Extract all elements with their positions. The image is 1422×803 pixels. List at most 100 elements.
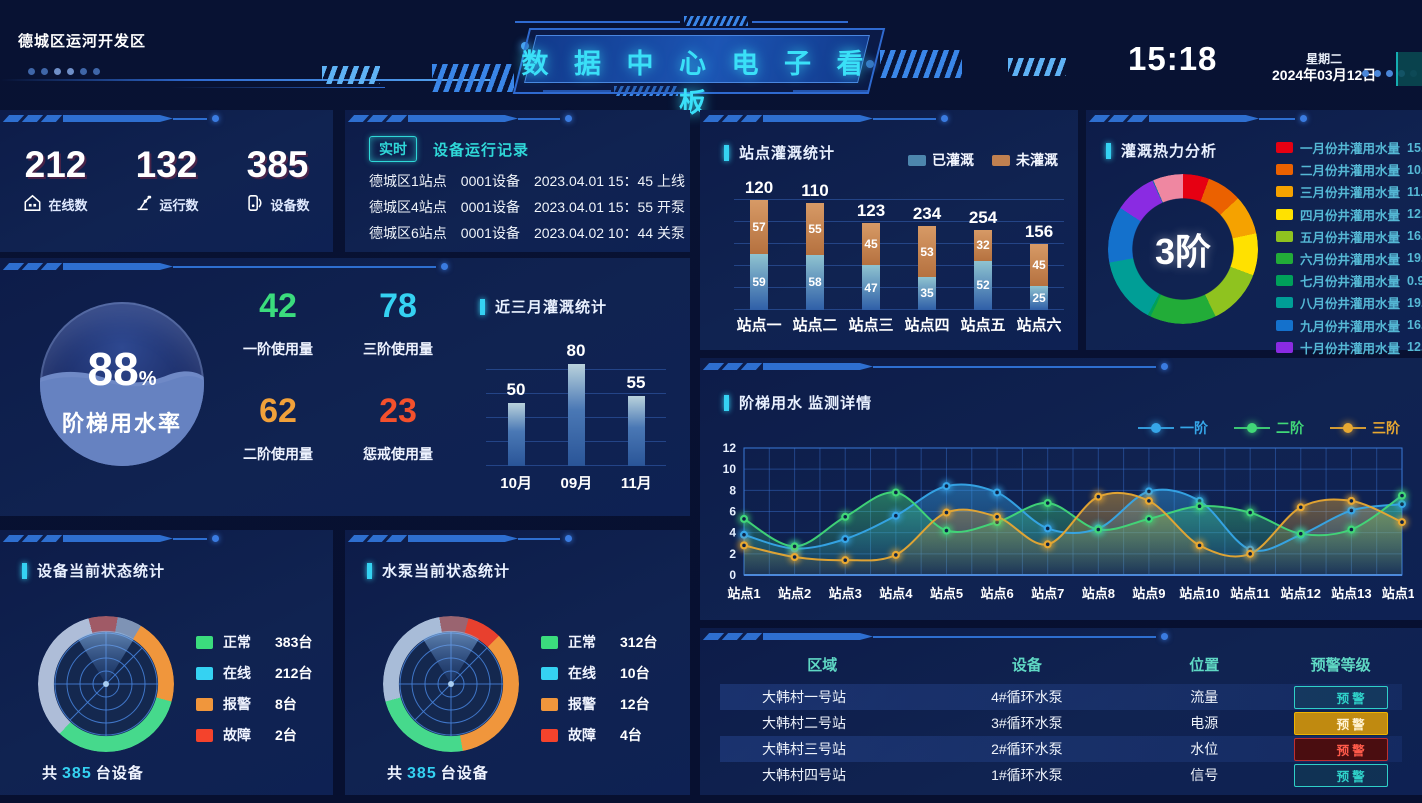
line-legend-item[interactable]: 三阶 <box>1330 418 1400 438</box>
legend-value: 212台 <box>275 665 313 681</box>
segment-unirrigated: 32 <box>974 230 992 261</box>
legend-item-已灌溉[interactable]: 已灌溉 <box>908 150 974 170</box>
status-legend-item[interactable]: 正常 383台 <box>196 632 312 652</box>
stacked-bar-total: 254 <box>968 208 998 228</box>
legend-value: 19.4% <box>1407 251 1422 266</box>
legend-value: 312台 <box>620 634 658 650</box>
cell-region: 大韩村一号站 <box>762 689 846 705</box>
warning-badge[interactable]: 预警 <box>1293 763 1388 787</box>
cell-region: 大韩村三号站 <box>762 741 846 757</box>
legend-swatch <box>1276 319 1293 331</box>
legend-swatch <box>196 728 213 742</box>
heat-legend-item[interactable]: 三月份井灌用水量 11.5% <box>1276 182 1422 201</box>
panel-top-decoration <box>1088 114 1308 123</box>
stacked-bar-category: 站点四 <box>904 317 950 334</box>
legend-item-未灌溉[interactable]: 未灌溉 <box>992 150 1058 170</box>
legend-swatch <box>908 154 926 166</box>
banner-line-top-left <box>515 21 680 23</box>
record-device: 0001设备 <box>460 199 520 215</box>
station-irrigation-categories: 站点一 站点二 站点三 站点四 站点五 站点六 <box>734 314 1064 335</box>
status-legend-item[interactable]: 故障 2台 <box>196 725 312 745</box>
legend-value: 12台 <box>620 696 650 712</box>
heat-legend-item[interactable]: 十月份井灌用水量 12.3% <box>1276 338 1422 357</box>
heat-legend-item[interactable]: 一月份井灌用水量 15.2% <box>1276 138 1422 157</box>
main-title-banner: 数 据 中 心 电 子 看 板 <box>512 28 886 118</box>
legend-label: 四月份井灌用水量 <box>1300 208 1401 223</box>
corner-accent <box>1396 52 1422 86</box>
legend-label: 正常 <box>568 634 596 650</box>
usage-value: 23 <box>379 392 417 430</box>
line-legend-item[interactable]: 二阶 <box>1234 418 1304 438</box>
segment-unirrigated: 55 <box>806 202 824 255</box>
segment-irrigated: 47 <box>862 265 880 310</box>
legend-value: 19.4% <box>1407 295 1422 310</box>
cell-position: 电源 <box>1190 715 1219 731</box>
legend-label: 故障 <box>223 727 251 743</box>
status-legend-item[interactable]: 在线 10台 <box>541 663 657 683</box>
svg-text:8: 8 <box>729 483 736 497</box>
legend-swatch <box>196 666 213 680</box>
usage-label: 惩戒使用量 <box>363 446 433 463</box>
total-count: 385 <box>62 765 92 782</box>
record-device: 0001设备 <box>460 225 520 241</box>
status-legend-item[interactable]: 故障 4台 <box>541 725 657 745</box>
heat-legend-item[interactable]: 六月份井灌用水量 19.4% <box>1276 249 1422 268</box>
step-water-title: 阶梯用水 监测详情 <box>724 392 872 413</box>
device-status-legend: 正常 383台 在线 212台 报警 8台故障 2台 <box>196 632 312 745</box>
cell-region: 大韩村四号站 <box>762 767 846 783</box>
status-legend-item[interactable]: 报警 8台 <box>196 694 312 714</box>
heat-legend-item[interactable]: 九月份井灌用水量 16.5% <box>1276 316 1422 335</box>
status-legend-item[interactable]: 在线 212台 <box>196 663 312 683</box>
heat-legend-item[interactable]: 二月份井灌用水量 10.25 <box>1276 160 1422 179</box>
records-title: 设备运行记录 <box>433 142 530 159</box>
panel-device-status: 设备当前状态统计 正常 383台 在线 212台 报警 8台 故障 2台 共 385 台设备 <box>0 530 333 795</box>
heat-legend-item[interactable]: 四月份井灌用水量 12.3% <box>1276 205 1422 224</box>
pump-status-title: 水泵当前状态统计 <box>367 560 510 581</box>
legend-label: 二阶 <box>1276 420 1304 436</box>
svg-text:站点3: 站点3 <box>829 586 862 601</box>
legend-value: 0.95% <box>1407 273 1422 288</box>
hazard-stripes-left <box>432 64 514 92</box>
bar-value: 50 <box>506 379 526 399</box>
line-legend-item[interactable]: 一阶 <box>1138 418 1208 438</box>
panel-top-decoration <box>702 114 948 123</box>
stat-item: 212 在线数 <box>23 144 88 215</box>
warning-badge[interactable]: 预警 <box>1293 737 1388 761</box>
banner-line-bottom-right <box>793 90 869 92</box>
stacked-bar-category: 站点六 <box>1016 317 1062 334</box>
clock: 15:18 <box>1128 40 1218 77</box>
record-row: 德城区1站点 0001设备 2023.04.01 15：45 上线 <box>369 168 685 194</box>
step-water-line-chart: 0 2 4 6 8 10 12 站点1 站点2 站点3 站点4 站点5 站点6 站点7 站点8 站点9 站点10… <box>723 441 1414 601</box>
svg-text:10: 10 <box>723 462 737 476</box>
heat-legend-item[interactable]: 八月份井灌用水量 19.4% <box>1276 293 1422 312</box>
status-legend-item[interactable]: 正常 312台 <box>541 632 657 652</box>
stacked-bar-category: 站点三 <box>848 317 894 334</box>
svg-text:12: 12 <box>723 441 737 455</box>
warning-badge[interactable]: 预警 <box>1293 711 1388 735</box>
region-title: 德城区运河开发区 <box>18 33 147 50</box>
gauge-label: 阶梯用水率 <box>61 411 182 436</box>
heat-legend-item[interactable]: 七月份井灌用水量 0.95% <box>1276 271 1422 290</box>
cell-region: 大韩村二号站 <box>762 715 846 731</box>
status-legend-item[interactable]: 报警 12台 <box>541 694 657 714</box>
svg-text:站点5: 站点5 <box>930 586 963 601</box>
heat-legend-item[interactable]: 五月份井灌用水量 16.5% <box>1276 227 1422 246</box>
warning-badge[interactable]: 预警 <box>1293 685 1388 709</box>
legend-swatch <box>1276 208 1293 220</box>
record-row: 德城区6站点 0001设备 2023.04.02 10：44 关泵 <box>369 220 685 246</box>
recent-months-bars: 50 80 55 <box>486 316 666 466</box>
title-accent-bar <box>1106 142 1111 159</box>
legend-swatch <box>196 635 213 649</box>
stacked-bar-category: 站点二 <box>792 317 838 334</box>
legend-label: 七月份井灌用水量 <box>1300 275 1401 290</box>
legend-value: 8台 <box>275 696 297 712</box>
heat-analysis-title: 灌溉热力分析 <box>1106 140 1217 161</box>
title-accent-bar <box>367 562 372 579</box>
usage-stat: 23 惩戒使用量 <box>338 392 458 498</box>
station-irrigation-grid <box>734 180 1064 310</box>
hazard-stripes-right-bright <box>1008 58 1066 76</box>
cell-position: 水位 <box>1190 741 1219 757</box>
title-accent-bar <box>724 394 729 411</box>
bar-category: 10月 <box>500 475 532 492</box>
